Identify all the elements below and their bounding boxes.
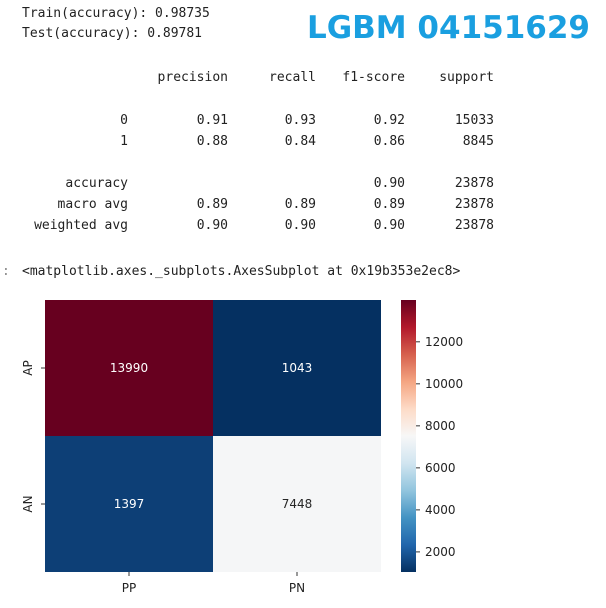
- report-cell-support: 23878: [454, 197, 494, 212]
- report-cell-f1: 0.92: [373, 113, 405, 128]
- report-cell-recall: 0.90: [284, 218, 316, 233]
- report-header-precision: precision: [157, 70, 228, 85]
- colorbar-tick-label: 10000: [425, 377, 463, 391]
- x-tick-label: PP: [122, 581, 136, 595]
- report-row-label: weighted avg: [34, 218, 128, 233]
- heatmap-cell-value: 7448: [282, 497, 313, 511]
- heatmap-cell: [45, 436, 213, 572]
- report-header-recall: recall: [269, 70, 316, 85]
- report-cell-recall: 0.93: [284, 113, 316, 128]
- report-cell-precision: 0.88: [196, 134, 228, 149]
- report-row-label: 1: [120, 134, 128, 149]
- report-cell-f1: 0.90: [373, 218, 405, 233]
- report-cell-support: 15033: [454, 113, 494, 128]
- report-cell-recall: 0.89: [284, 197, 316, 212]
- y-tick-label: AN: [21, 495, 35, 512]
- report-cell-precision: 0.90: [196, 218, 228, 233]
- heatmap-cell-value: 1397: [114, 497, 145, 511]
- report-row-label: accuracy: [65, 176, 128, 191]
- output-repr: <matplotlib.axes._subplots.AxesSubplot a…: [22, 264, 461, 279]
- y-tick-label: AP: [21, 360, 35, 375]
- report-header-f1score: f1-score: [342, 70, 405, 85]
- report-cell-f1: 0.89: [373, 197, 405, 212]
- heatmap-cell: [213, 300, 381, 436]
- report-header-support: support: [439, 70, 494, 85]
- colorbar-tick-label: 8000: [425, 419, 456, 433]
- test-accuracy-line: Test(accuracy): 0.89781: [22, 26, 203, 41]
- colorbar-tick-label: 4000: [425, 503, 456, 517]
- heatmap-cell-value: 13990: [110, 361, 148, 375]
- colorbar-tick-label: 12000: [425, 335, 463, 349]
- report-row-label: macro avg: [57, 197, 128, 212]
- report-cell-f1: 0.86: [373, 134, 405, 149]
- heatmap-cell: [213, 436, 381, 572]
- report-cell-precision: 0.89: [196, 197, 228, 212]
- report-cell-f1: 0.90: [373, 176, 405, 191]
- report-cell-precision: 0.91: [196, 113, 228, 128]
- heatmap-cell-value: 1043: [282, 361, 313, 375]
- watermark-title: LGBM 04151629: [306, 10, 590, 46]
- train-accuracy-line: Train(accuracy): 0.98735: [22, 6, 210, 21]
- colorbar: [401, 300, 416, 572]
- x-tick-label: PN: [289, 581, 305, 595]
- prompt-marker: :: [2, 264, 10, 279]
- report-cell-support: 23878: [454, 176, 494, 191]
- heatmap-cell: [45, 300, 213, 436]
- colorbar-tick-label: 6000: [425, 461, 456, 475]
- confusion-matrix-heatmap: 13990 1043 1397 7448 AP AN PP PN 2000 4000 6000 800…: [21, 300, 463, 595]
- colorbar-tick-label: 2000: [425, 545, 456, 559]
- report-row-label: 0: [120, 113, 128, 128]
- report-cell-recall: 0.84: [284, 134, 316, 149]
- report-cell-support: 23878: [454, 218, 494, 233]
- report-cell-support: 8845: [462, 134, 494, 149]
